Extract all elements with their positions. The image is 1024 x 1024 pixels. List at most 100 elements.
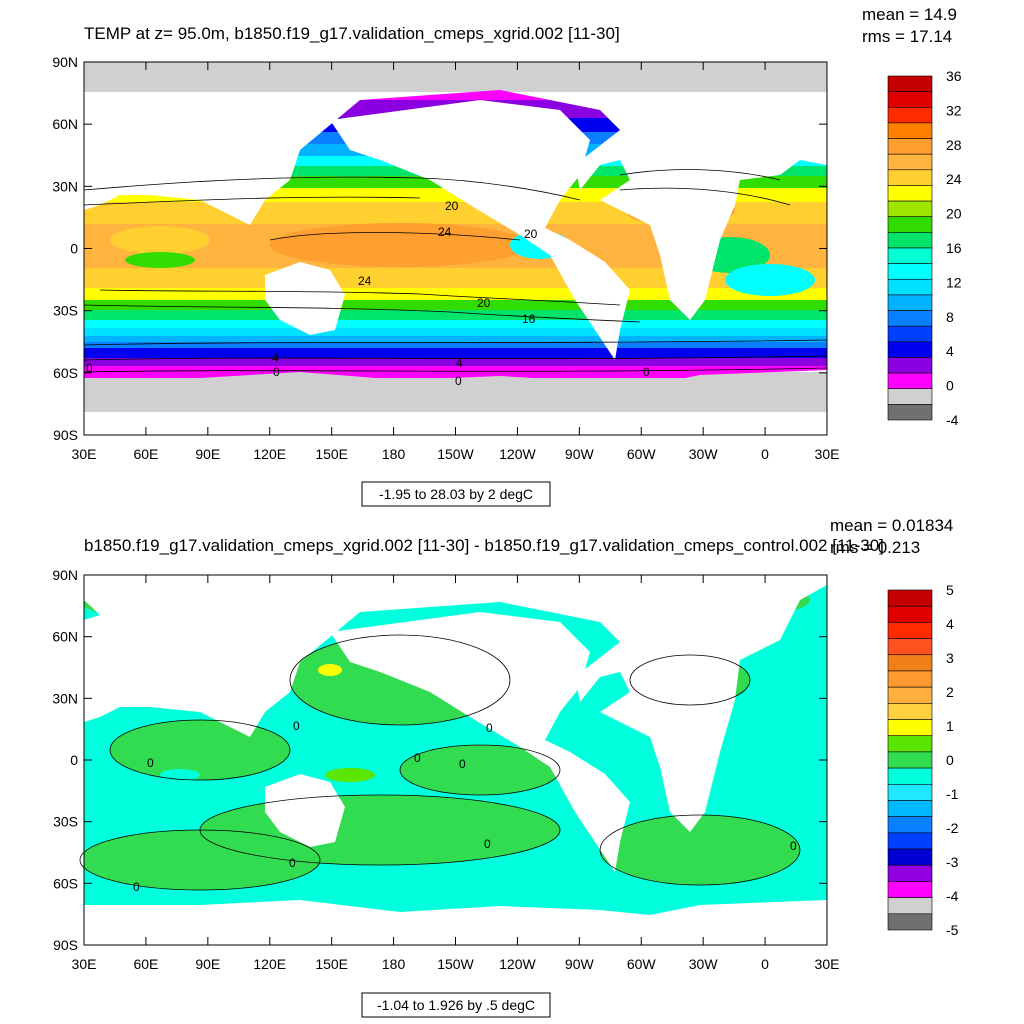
lon-tick-label: 120E <box>253 956 286 972</box>
colorbar-swatch <box>887 122 933 139</box>
colorbar-swatch <box>887 91 933 108</box>
colorbar-label: 32 <box>946 102 962 118</box>
lon-tick-label: 180 <box>382 956 406 972</box>
panel-2-rms: rms = 0.213 <box>830 538 920 557</box>
colorbar-swatch <box>887 278 933 296</box>
colorbar-swatch <box>887 153 933 171</box>
lat-tick-label: 90N <box>52 567 78 583</box>
lon-tick-label: 90E <box>195 446 220 462</box>
colorbar-label: 4 <box>946 616 954 632</box>
contour-label: 20 <box>524 227 538 241</box>
lat-tick-label: 90S <box>53 427 78 443</box>
colorbar-swatch <box>887 357 933 374</box>
difference-field <box>80 575 827 945</box>
contour-label: 0 <box>273 365 280 379</box>
lat-tick-label: 60N <box>52 629 78 645</box>
panel-1-rms: rms = 17.14 <box>862 27 952 46</box>
colorbar-swatch <box>887 719 933 737</box>
lon-tick-label: 120W <box>499 956 536 972</box>
colorbar-swatch <box>887 703 933 720</box>
lon-tick-label: 30E <box>815 446 840 462</box>
contour-label: 20 <box>445 199 459 213</box>
panel-1-contour-labels: 20 24 20 24 20 16 4 0 4 0 0 0 <box>86 199 650 388</box>
colorbar-swatch <box>887 881 933 898</box>
colorbar-label: 2 <box>946 684 954 700</box>
colorbar-swatch <box>887 388 933 405</box>
lon-tick-label: 0 <box>761 446 769 462</box>
lon-tick-label: 30W <box>689 956 719 972</box>
panel-2-map: 0 0 0 0 0 0 0 0 0 <box>79 574 828 946</box>
panel-1-colorbar: 36 32 28 24 20 16 12 8 4 0 -4 <box>887 68 962 428</box>
colorbar-label: 3 <box>946 650 954 666</box>
lat-tick-label: 90S <box>53 937 78 953</box>
colorbar-swatch <box>887 263 933 280</box>
colorbar-label: -2 <box>946 820 959 836</box>
colorbar-swatch <box>887 800 933 817</box>
colorbar-swatch <box>887 670 933 688</box>
colorbar-swatch <box>887 341 933 358</box>
colorbar-label: 4 <box>946 343 954 359</box>
contour-label: 24 <box>438 225 452 239</box>
panel-2-mean: mean = 0.01834 <box>830 516 953 535</box>
colorbar-swatch <box>887 783 933 801</box>
contour-label: 0 <box>484 837 491 851</box>
lon-tick-label: 30E <box>815 956 840 972</box>
panel-1-range-box <box>361 481 551 507</box>
lon-tick-label: 60W <box>627 446 657 462</box>
panel-1-contours <box>83 169 828 373</box>
contour-label: 0 <box>293 719 300 733</box>
colorbar-swatch <box>887 913 933 931</box>
lon-tick-label: 150E <box>315 956 348 972</box>
lon-tick-label: 150W <box>437 956 474 972</box>
contour-label: 24 <box>358 274 372 288</box>
colorbar-label: -3 <box>946 854 959 870</box>
colorbar-swatch <box>887 247 933 264</box>
lat-tick-label: 60N <box>52 116 78 132</box>
colorbar-swatch <box>887 325 933 343</box>
lat-tick-label: 30N <box>52 178 78 194</box>
colorbar-swatch <box>887 106 933 124</box>
lon-tick-label: 30E <box>72 446 97 462</box>
colorbar-swatch <box>887 372 933 390</box>
colorbar-swatch <box>887 897 933 915</box>
colorbar-swatch <box>887 605 933 623</box>
panel-1-axes: 90N 60N 30N 0 30S 60S 90S 30E 60E 90E 120E 150E 180 1… <box>52 54 839 462</box>
contour-label: 0 <box>459 757 466 771</box>
panel-2-colorbar: 5 4 3 2 1 0 -1 -2 -3 -4 -5 <box>887 582 959 938</box>
lon-tick-label: 60W <box>627 956 657 972</box>
contour-label: 0 <box>86 361 93 375</box>
colorbar-label: -4 <box>946 412 959 428</box>
lat-tick-label: 30N <box>52 690 78 706</box>
contour-label: 0 <box>289 856 296 870</box>
lon-tick-label: 0 <box>761 956 769 972</box>
colorbar-swatch <box>887 232 933 249</box>
lon-tick-label: 120E <box>253 446 286 462</box>
colorbar-label: -1 <box>946 786 959 802</box>
colorbar-swatch <box>887 200 933 218</box>
colorbar-label: 20 <box>946 206 962 222</box>
colorbar-swatch <box>887 686 933 704</box>
lon-tick-label: 150E <box>315 446 348 462</box>
colorbar-label: 36 <box>946 68 962 84</box>
contour-label: 0 <box>133 880 140 894</box>
panel-2: b1850.f19_g17.validation_cmeps_xgrid.002… <box>52 516 959 1018</box>
contour-label: 16 <box>522 312 536 326</box>
panel-1-title: TEMP at z= 95.0m, b1850.f19_g17.validati… <box>84 24 620 43</box>
panel-2-title: b1850.f19_g17.validation_cmeps_xgrid.002… <box>84 536 884 555</box>
colorbar-swatch <box>887 832 933 850</box>
contour-label: 0 <box>790 839 797 853</box>
contour-label: 20 <box>477 296 491 310</box>
lat-tick-label: 0 <box>70 752 78 768</box>
contour-label: 4 <box>272 351 279 365</box>
colorbar-label: 0 <box>946 378 954 394</box>
colorbar-label: -5 <box>946 922 959 938</box>
lon-tick-label: 60E <box>133 446 158 462</box>
panel-2-range-label: -1.04 to 1.926 by .5 degC <box>377 997 535 1013</box>
lat-tick-label: 0 <box>70 241 78 257</box>
lat-tick-label: 60S <box>53 875 78 891</box>
colorbar-label: 5 <box>946 582 954 598</box>
colorbar-label: 24 <box>946 171 962 187</box>
colorbar-swatch <box>887 848 933 866</box>
contour-label: 0 <box>455 374 462 388</box>
